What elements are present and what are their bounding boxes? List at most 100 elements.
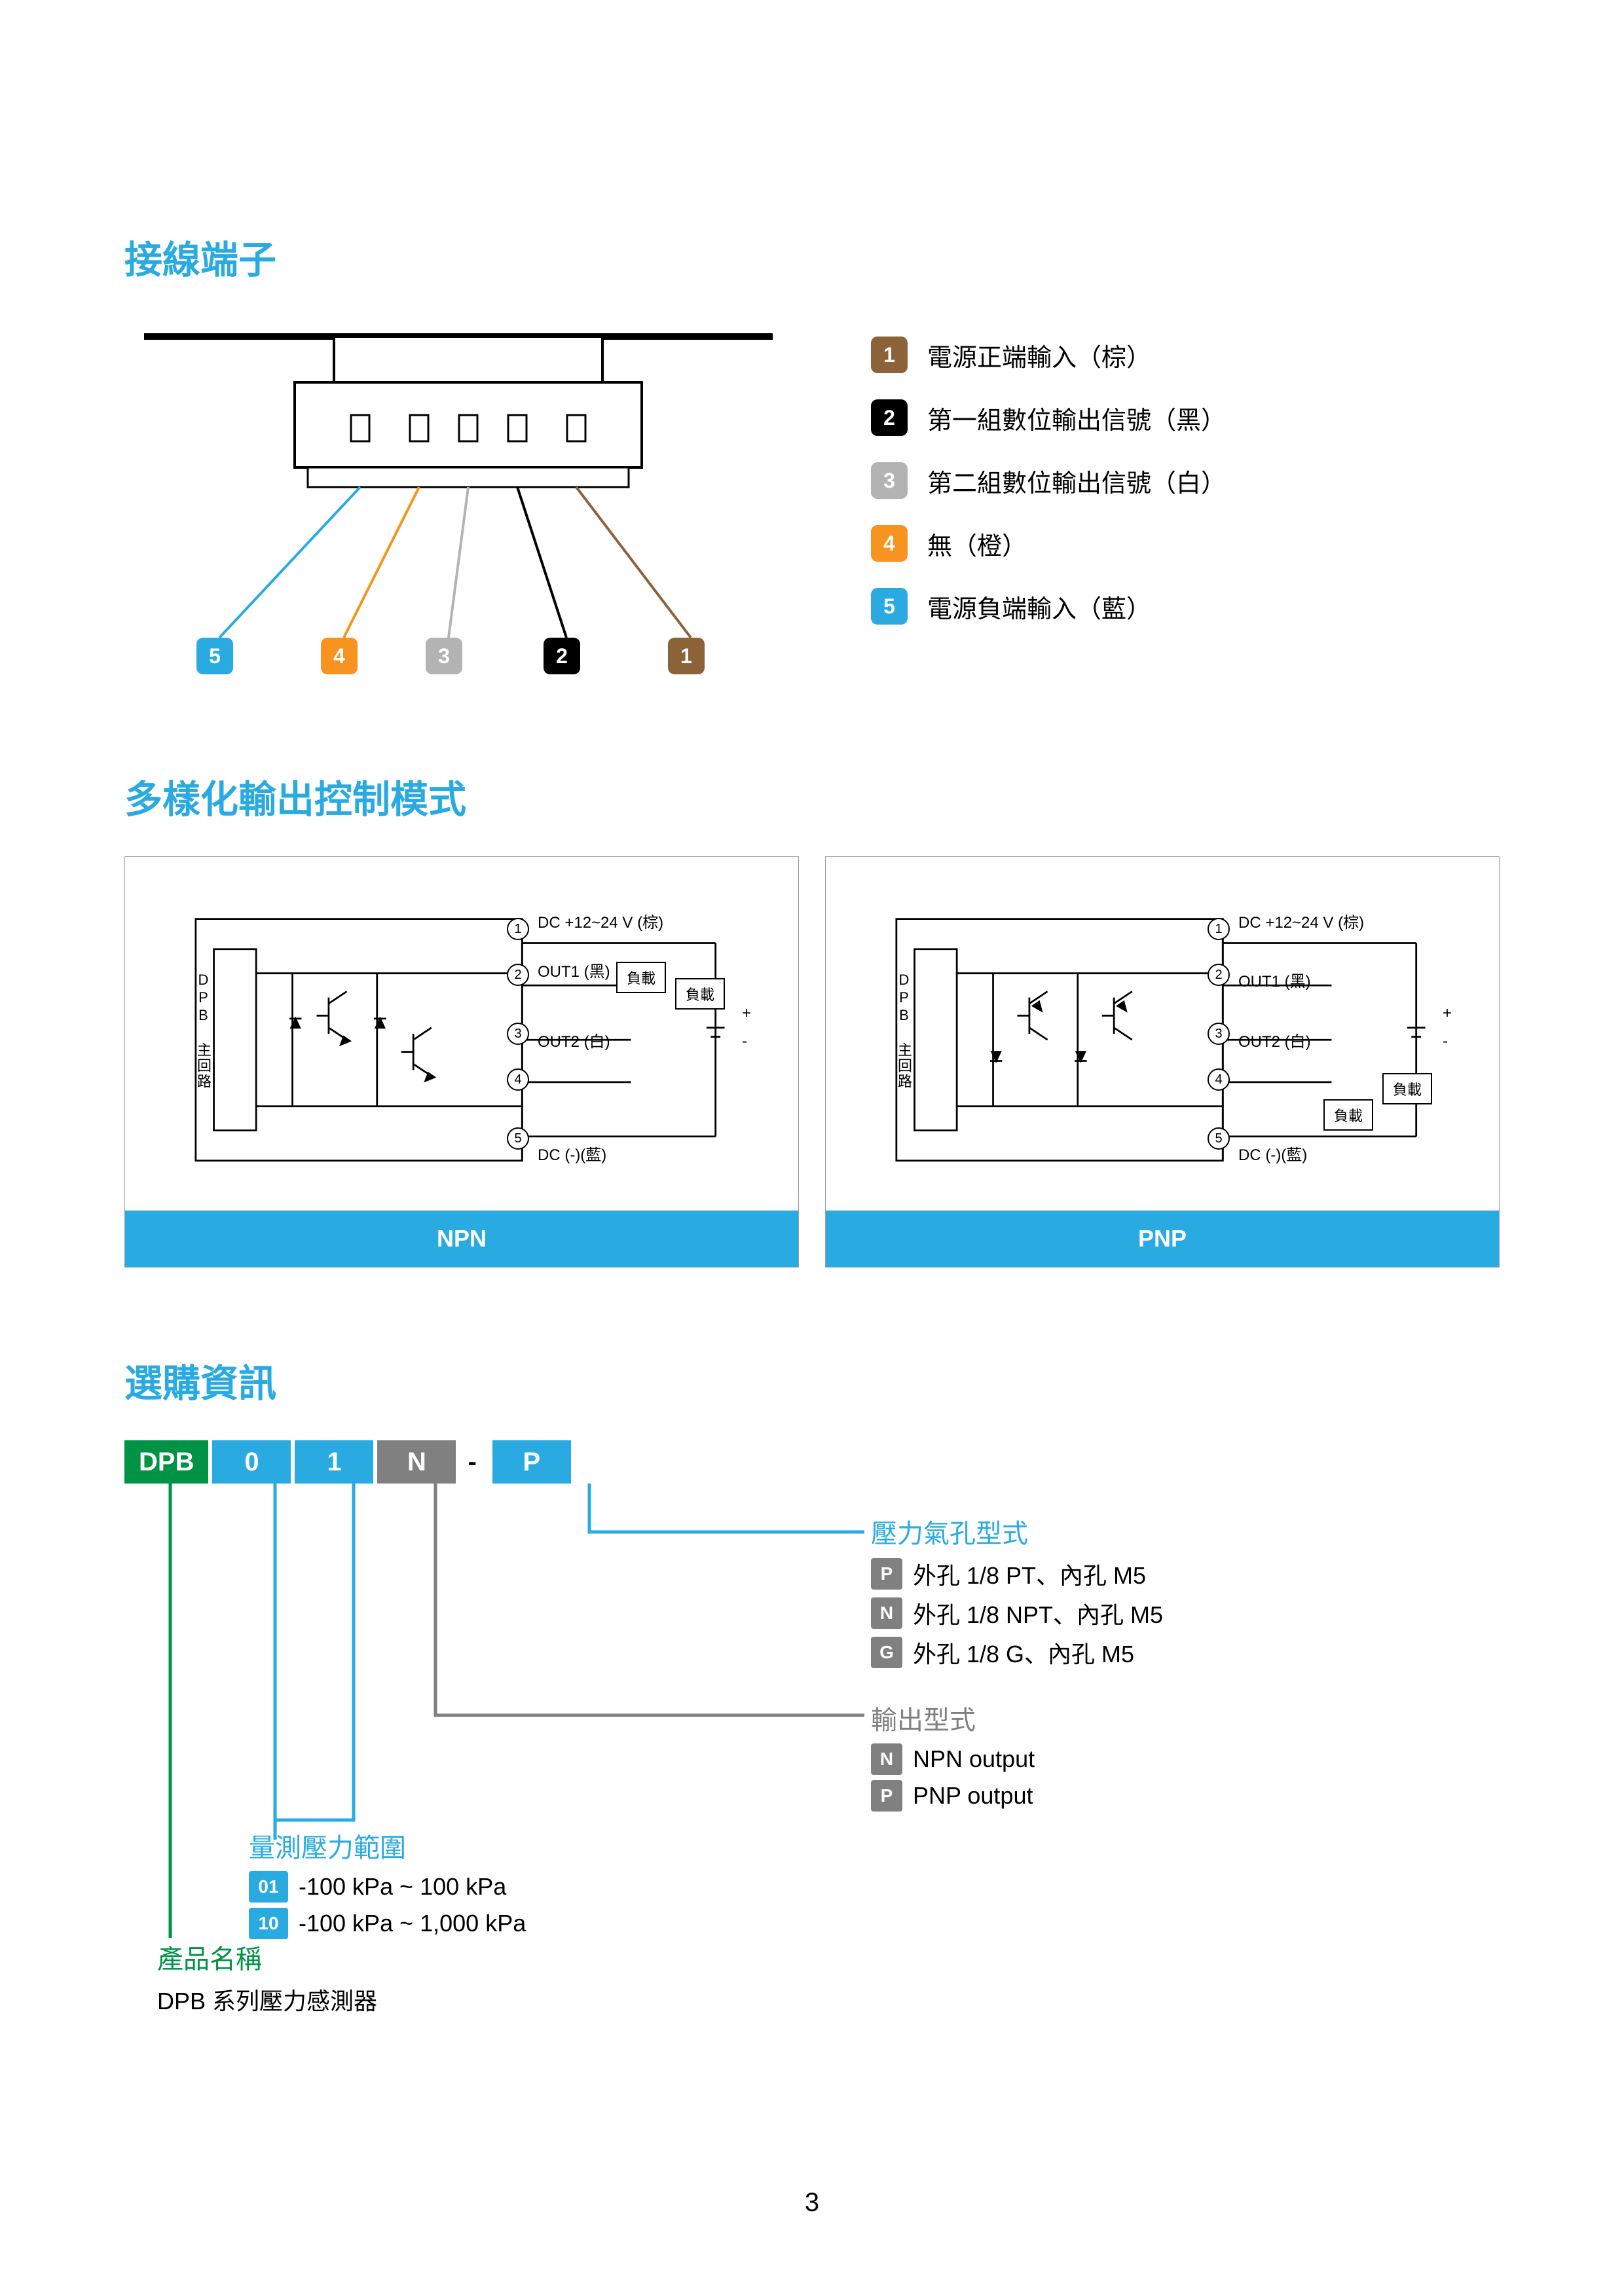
legend-box-2: 2: [871, 399, 908, 436]
output-text-0: NPN output: [913, 1745, 1035, 1773]
section3-title: 選購資訊: [124, 1353, 1500, 1408]
legend-text-2: 第一組數位輸出信號（黑）: [927, 400, 1226, 436]
legend-text-1: 電源正端輸入（棕）: [927, 337, 1151, 373]
legend-item-2: 2 第一組數位輸出信號（黑）: [871, 399, 1500, 436]
order-block-5: P: [492, 1440, 571, 1484]
npn-lab-2: OUT1 (黑): [538, 958, 610, 981]
port-text-0: 外孔 1/8 PT、內孔 M5: [913, 1557, 1146, 1591]
terminal-legend: 1 電源正端輸入（棕） 2 第一組數位輸出信號（黑） 3 第二組數位輸出信號（白） 4…: [871, 317, 1500, 683]
npn-pin-2: 2: [507, 964, 529, 986]
legend-box-5: 5: [871, 588, 908, 625]
order-block-2: 1: [295, 1440, 373, 1484]
pnp-pin-3: 3: [1208, 1023, 1230, 1045]
npn-minus: -: [742, 1032, 747, 1051]
pnp-pin-1: 1: [1208, 918, 1230, 940]
pnp-card: DPB 主回路 1 2 3 4 5 DC +12~24 V (棕) OUT1 (…: [825, 856, 1500, 1267]
section2-title: 多樣化輸出控制模式: [124, 769, 1500, 824]
terminal-svg: [124, 317, 792, 683]
terminal-box-1: 1: [668, 638, 705, 674]
npn-footer: NPN: [125, 1211, 798, 1267]
terminal-box-2: 2: [544, 638, 580, 674]
order-block-0: DPB: [124, 1440, 208, 1484]
pnp-main-label: DPB 主回路: [893, 972, 914, 1089]
legend-item-5: 5 電源負端輸入（藍）: [871, 588, 1500, 625]
npn-card: DPB 主回路 1 2 3 4 5 DC +12~24 V (棕) OUT1 (…: [124, 856, 799, 1267]
pnp-lab-2: OUT1 (黑): [1238, 968, 1311, 991]
npn-lab-3: OUT2 (白): [538, 1029, 610, 1051]
output-chip-0: N: [871, 1743, 902, 1775]
terminal-box-3: 3: [426, 638, 462, 674]
group-port: 壓力氣孔型式 P 外孔 1/8 PT、內孔 M5 N 外孔 1/8 NPT、內孔 …: [871, 1512, 1163, 1669]
pnp-lab-3: OUT2 (白): [1238, 1029, 1311, 1051]
group-range-title: 量測壓力範圍: [249, 1827, 526, 1865]
pnp-pin-5: 5: [1208, 1127, 1230, 1150]
npn-pin-1: 1: [507, 918, 529, 940]
npn-pin-5: 5: [507, 1127, 529, 1150]
ordering-area: DPB01N-P 壓力氣孔型式 P 外孔 1/8 PT、內孔 M5N 外孔 1/…: [124, 1440, 1500, 1977]
legend-item-4: 4 無（橙）: [871, 525, 1500, 562]
group-output-title: 輸出型式: [871, 1699, 1035, 1737]
legend-box-4: 4: [871, 525, 908, 562]
port-chip-0: P: [871, 1558, 902, 1590]
group-port-title: 壓力氣孔型式: [871, 1512, 1163, 1550]
pnp-lab-5: DC (-)(藍): [1238, 1142, 1307, 1165]
range-chip-0: 01: [249, 1871, 288, 1903]
page-number: 3: [0, 2188, 1624, 2217]
npn-pin-4: 4: [507, 1068, 529, 1091]
terminal-box-5: 5: [196, 638, 233, 674]
group-output: 輸出型式 N NPN output P PNP output: [871, 1699, 1035, 1812]
port-chip-2: G: [871, 1637, 902, 1668]
pnp-body: DPB 主回路 1 2 3 4 5 DC +12~24 V (棕) OUT1 (…: [826, 857, 1499, 1211]
order-dash: -: [456, 1448, 488, 1477]
group-name-sub: DPB 系列壓力感測器: [157, 1982, 377, 2016]
legend-item-3: 3 第二組數位輸出信號（白）: [871, 462, 1500, 499]
legend-box-3: 3: [871, 462, 908, 499]
range-item-1: 10 -100 kPa ~ 1,000 kPa: [249, 1908, 526, 1939]
npn-lab-5: DC (-)(藍): [538, 1142, 606, 1165]
pnp-plus: +: [1443, 1004, 1452, 1023]
pnp-pin-4: 4: [1208, 1068, 1230, 1091]
pnp-svg: [845, 877, 1479, 1191]
pnp-footer: PNP: [826, 1211, 1499, 1267]
pnp-load-1: 負載: [1323, 1099, 1373, 1131]
npn-svg: [145, 877, 779, 1191]
order-blocks: DPB01N-P: [124, 1440, 571, 1484]
output-text-1: PNP output: [913, 1782, 1033, 1810]
port-text-2: 外孔 1/8 G、內孔 M5: [913, 1635, 1134, 1669]
range-text-1: -100 kPa ~ 1,000 kPa: [299, 1910, 526, 1937]
npn-load-2: 負載: [675, 978, 725, 1010]
group-range: 量測壓力範圍 01 -100 kPa ~ 100 kPa 10 -100 kPa …: [249, 1827, 526, 1939]
legend-item-1: 1 電源正端輸入（棕）: [871, 337, 1500, 373]
terminal-diagram: 5 4 3 2 1: [124, 317, 792, 683]
output-item-1: P PNP output: [871, 1780, 1035, 1812]
group-name: 產品名稱 DPB 系列壓力感測器: [157, 1938, 377, 2016]
output-item-0: N NPN output: [871, 1743, 1035, 1775]
terminal-box-4: 4: [321, 638, 358, 674]
legend-text-5: 電源負端輸入（藍）: [927, 589, 1151, 625]
npn-lab-1: DC +12~24 V (棕): [538, 909, 663, 932]
legend-text-4: 無（橙）: [927, 526, 1027, 562]
range-item-0: 01 -100 kPa ~ 100 kPa: [249, 1871, 526, 1903]
range-chip-1: 10: [249, 1908, 288, 1939]
legend-text-3: 第二組數位輸出信號（白）: [927, 463, 1226, 499]
order-block-3: N: [377, 1440, 456, 1484]
npn-main-label: DPB 主回路: [193, 972, 213, 1089]
port-item-0: P 外孔 1/8 PT、內孔 M5: [871, 1557, 1163, 1591]
section1-title: 接線端子: [124, 229, 1500, 284]
port-item-2: G 外孔 1/8 G、內孔 M5: [871, 1635, 1163, 1669]
range-text-0: -100 kPa ~ 100 kPa: [299, 1873, 506, 1901]
port-text-1: 外孔 1/8 NPT、內孔 M5: [913, 1596, 1163, 1630]
group-name-title: 產品名稱: [157, 1938, 377, 1976]
npn-load-1: 負載: [616, 962, 666, 993]
circuit-row: DPB 主回路 1 2 3 4 5 DC +12~24 V (棕) OUT1 (…: [124, 856, 1500, 1267]
pnp-lab-1: DC +12~24 V (棕): [1238, 909, 1364, 932]
port-chip-1: N: [871, 1597, 902, 1629]
terminal-section: 5 4 3 2 1 1 電源正端輸入（棕） 2 第一組數位輸出信號（黑） 3 第二組數位輸出…: [124, 317, 1500, 683]
legend-box-1: 1: [871, 337, 908, 373]
npn-body: DPB 主回路 1 2 3 4 5 DC +12~24 V (棕) OUT1 (…: [125, 857, 798, 1211]
order-block-1: 0: [212, 1440, 291, 1484]
pnp-pin-2: 2: [1208, 964, 1230, 986]
npn-plus: +: [742, 1004, 751, 1023]
pnp-minus: -: [1443, 1032, 1448, 1051]
npn-pin-3: 3: [507, 1023, 529, 1045]
